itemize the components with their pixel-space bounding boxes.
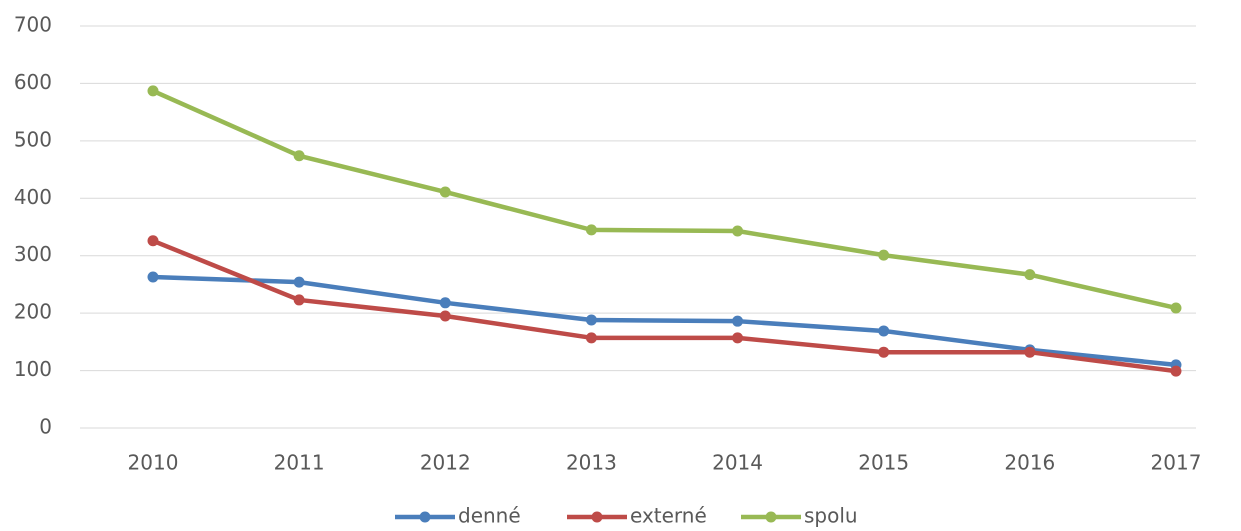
x-tick-label: 2012 — [420, 451, 471, 475]
point — [878, 325, 890, 337]
point — [293, 276, 305, 288]
x-tick-label: 2016 — [1004, 451, 1055, 475]
y-tick-label: 700 — [14, 13, 52, 37]
point — [147, 85, 159, 97]
point — [439, 297, 451, 309]
point — [439, 186, 451, 198]
y-tick-label: 600 — [14, 70, 52, 94]
legend-label: spolu — [804, 504, 858, 528]
y-tick-label: 0 — [39, 415, 52, 439]
x-tick-label: 2010 — [128, 451, 179, 475]
point — [147, 271, 159, 283]
point — [585, 224, 597, 236]
point — [878, 346, 890, 358]
point — [585, 314, 597, 326]
x-tick-label: 2015 — [858, 451, 909, 475]
series-line — [152, 238, 1177, 374]
x-tick-label: 2013 — [566, 451, 617, 475]
point — [878, 249, 890, 261]
legend-marker — [765, 511, 777, 523]
point — [1024, 346, 1036, 358]
point — [732, 225, 744, 237]
y-tick-label: 500 — [14, 127, 52, 151]
point — [585, 332, 597, 344]
point — [732, 315, 744, 327]
point — [147, 235, 159, 247]
x-tick-label: 2017 — [1151, 451, 1202, 475]
point — [293, 294, 305, 306]
legend-label: denné — [458, 504, 521, 528]
y-tick-label: 100 — [14, 357, 52, 381]
series-line — [152, 88, 1177, 311]
point — [1024, 269, 1036, 281]
series-line — [152, 274, 1177, 368]
point — [293, 150, 305, 162]
y-tick-label: 400 — [14, 185, 52, 209]
point — [439, 310, 451, 322]
point — [1170, 302, 1182, 314]
x-tick-label: 2014 — [712, 451, 763, 475]
legend-marker — [591, 511, 603, 523]
legend-marker — [419, 511, 431, 523]
point — [1170, 365, 1182, 377]
legend-label: externé — [630, 504, 707, 528]
x-tick-label: 2011 — [274, 451, 325, 475]
y-tick-label: 300 — [14, 242, 52, 266]
point — [732, 332, 744, 344]
y-tick-label: 200 — [14, 300, 52, 324]
